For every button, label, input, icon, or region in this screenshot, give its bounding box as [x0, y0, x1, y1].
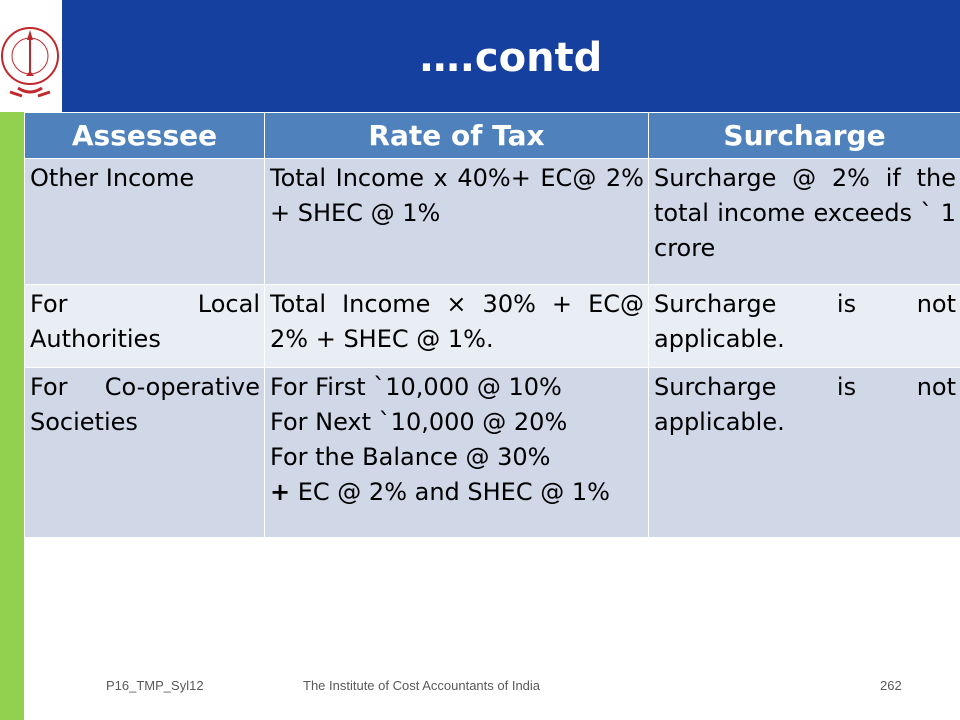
table-header-row: Assessee Rate of Tax Surcharge — [24, 112, 960, 159]
rate-last-text: EC @ 2% and SHEC @ 1% — [290, 478, 610, 506]
cell-rate: Total Income × 30% + EC@ 2% + SHEC @ 1%. — [264, 284, 649, 368]
header-assessee: Assessee — [24, 112, 265, 159]
cell-rate: For First `10,000 @ 10% For Next `10,000… — [264, 367, 649, 538]
footer-code: P16_TMP_Syl12 — [106, 678, 204, 693]
header-surcharge: Surcharge — [648, 112, 960, 159]
table-row: For Local Authorities Total Income × 30%… — [24, 284, 960, 368]
table-row: Other Income Total Income x 40%+ EC@ 2% … — [24, 158, 960, 285]
footer-org: The Institute of Cost Accountants of Ind… — [303, 678, 541, 693]
header-rate-of-tax: Rate of Tax — [264, 112, 649, 159]
seal-logo-icon — [1, 27, 59, 98]
rate-line: For First `10,000 @ 10% — [270, 373, 562, 401]
cell-surcharge: Surcharge is not applicable. — [648, 367, 960, 538]
table-row: For Co-operative Societies For First `10… — [24, 367, 960, 538]
cell-assessee: For Co-operative Societies — [24, 367, 265, 538]
plus-sign: + — [270, 478, 291, 506]
cell-rate: Total Income x 40%+ EC@ 2% + SHEC @ 1% — [264, 158, 649, 285]
rate-line: For the Balance @ 30% — [270, 443, 551, 471]
cell-surcharge: Surcharge @ 2% if the total income excee… — [648, 158, 960, 285]
cell-assessee: Other Income — [24, 158, 265, 285]
cell-surcharge: Surcharge is not applicable. — [648, 284, 960, 368]
page-number: 262 — [880, 678, 902, 693]
rate-line-last: + EC @ 2% and SHEC @ 1% — [270, 475, 644, 510]
rate-line: For Next `10,000 @ 20% — [270, 408, 568, 436]
cell-assessee: For Local Authorities — [24, 284, 265, 368]
logo — [0, 0, 62, 112]
tax-rate-table: Assessee Rate of Tax Surcharge Other Inc… — [24, 112, 960, 538]
header-bar — [0, 0, 960, 112]
slide-title: ….contd — [419, 35, 603, 81]
green-sidebar — [0, 112, 24, 720]
